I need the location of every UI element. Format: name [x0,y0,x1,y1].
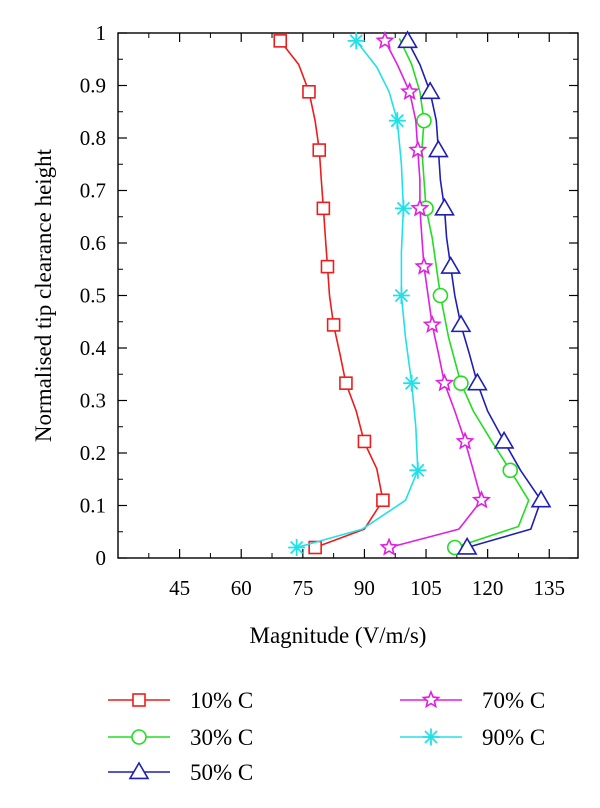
y-tick-label: 0.9 [80,74,106,98]
asterisk-stroke [394,288,409,303]
data-point-70-c [455,431,475,450]
series-line-70-c [384,40,483,549]
data-point-50-c [466,372,488,391]
legend-marker [132,693,146,707]
data-point-10-c [273,34,288,48]
data-point-50-c [434,197,455,216]
x-tick-label: 75 [292,576,313,600]
data-point-90-c [394,199,412,217]
y-tick-label: 0.1 [80,494,106,518]
data-point-70-c [434,373,455,392]
data-point-90-c [347,32,365,50]
y-tick-label: 0.2 [80,441,106,465]
data-point-90-c [388,112,406,130]
data-point-50-c [419,81,441,100]
data-point-50-c [493,430,515,449]
legend-label: 70% C [482,688,545,713]
x-tick-label: 105 [410,576,442,600]
data-point-10-c [302,85,316,99]
legend-marker [422,728,440,746]
data-point-50-c [440,256,462,274]
legend-item-50-c: 50% C [108,760,253,785]
x-tick-label: 45 [169,576,190,600]
series-50-c [397,30,552,555]
legend-label: 10% C [190,688,253,713]
asterisk-stroke [290,540,304,555]
y-tick-label: 0.5 [80,284,106,308]
legend: 10% C 30% C 50% C 70% C 90% C [108,688,545,785]
data-point-70-c [408,139,428,159]
y-tick-label: 1 [96,21,107,45]
legend-marker [128,761,150,780]
data-point-50-c [397,30,418,49]
plot-border [117,32,579,559]
legend-item-70-c: 70% C [400,688,545,713]
y-tick-label: 0.3 [80,389,106,413]
series-line-10-c [279,40,384,549]
y-tick-label: 0.7 [80,179,106,203]
series-line-50-c [406,40,542,549]
data-point-10-c [339,376,353,390]
data-point-10-c [308,540,322,555]
data-point-30-c [432,287,449,304]
y-tick-label: 0.4 [80,336,107,360]
series-layer [273,30,552,556]
data-point-70-c [410,198,430,217]
asterisk-stroke [424,730,438,744]
data-point-70-c [471,490,492,509]
data-point-10-c [316,201,331,216]
x-axis-title: Magnitude (V/m/s) [250,623,427,648]
data-point-50-c [530,489,552,508]
data-point-10-c [320,259,335,274]
legend-label: 50% C [190,760,253,785]
y-tick-label: 0 [96,546,107,570]
legend-label: 30% C [190,725,253,750]
asterisk-stroke [349,34,363,48]
legend-item-90-c: 90% C [400,725,545,750]
data-point-90-c [392,287,410,304]
asterisk-stroke [411,463,425,477]
data-point-70-c [400,81,420,100]
axis-ticks [118,32,578,559]
data-point-50-c [427,139,449,158]
data-point-90-c [403,374,421,392]
data-point-70-c [422,314,442,334]
plot-frame [117,32,579,559]
y-axis-title: Normalised tip clearance height [31,148,56,442]
legend-marker [131,729,147,745]
series-90-c [288,32,427,556]
legend-item-10-c: 10% C [108,688,253,713]
asterisk-stroke [390,114,404,128]
data-point-50-c [450,314,472,333]
legend-item-30-c: 30% C [108,725,253,750]
x-tick-label: 120 [472,576,504,600]
data-point-30-c [416,112,432,129]
data-point-10-c [357,434,372,449]
data-point-70-c [375,30,395,50]
legend-label: 90% C [482,725,545,750]
data-point-10-c [326,318,341,332]
x-tick-label: 60 [231,576,252,600]
asterisk-stroke [396,201,411,215]
y-tick-label: 0.8 [80,126,106,150]
asterisk-stroke [405,376,419,390]
tick-labels: 45 60 75 90 105 120 135 0 0.1 0.2 0.3 0.4 0.5 0.6 0.7 0… [80,21,565,600]
data-point-70-c [414,256,434,275]
data-point-90-c [288,539,306,556]
data-point-10-c [312,143,327,157]
x-tick-label: 135 [534,576,566,600]
data-point-30-c [502,462,519,479]
series-30-c [398,37,530,556]
y-tick-label: 0.6 [80,231,106,255]
series-10-c [273,34,390,555]
data-point-90-c [409,461,427,479]
data-point-70-c [379,537,399,556]
series-70-c [375,30,492,556]
data-point-30-c [453,375,469,391]
data-point-10-c [376,493,390,508]
data-point-50-c [456,536,478,555]
x-tick-label: 90 [354,576,375,600]
legend-marker [421,689,441,709]
